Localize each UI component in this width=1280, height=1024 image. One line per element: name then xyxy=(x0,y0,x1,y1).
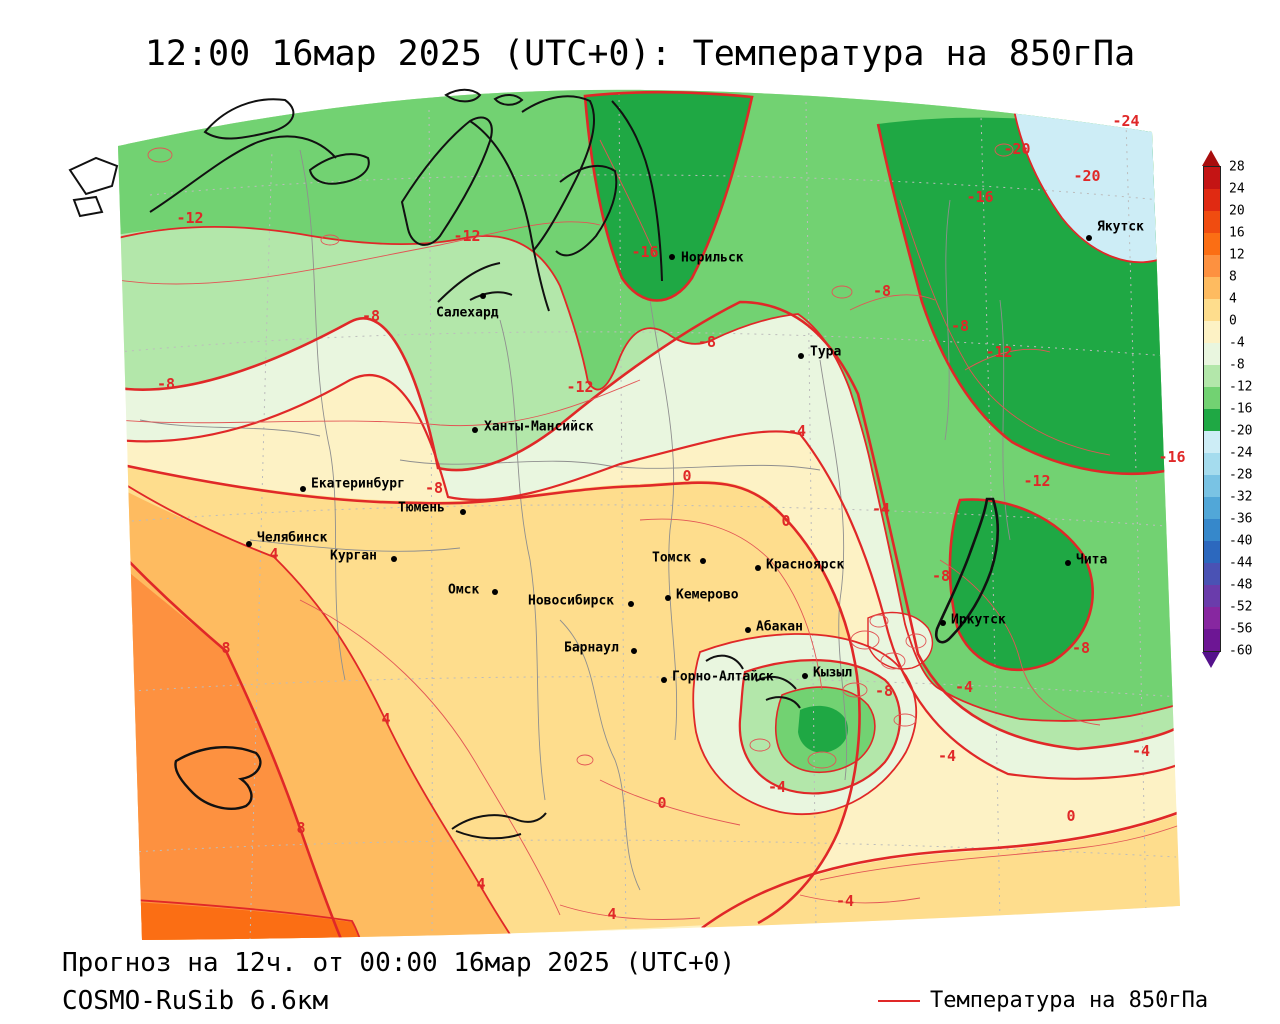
colorbar-tick-label: -12 xyxy=(1229,379,1253,395)
colorbar-segment xyxy=(1204,343,1220,365)
colorbar-tick-label: 20 xyxy=(1229,203,1245,219)
island-north-1 xyxy=(203,98,295,140)
colorbar-tick-label: -52 xyxy=(1229,599,1253,615)
forecast-caption: Прогноз на 12ч. от 00:00 16мар 2025 (UTC… xyxy=(62,948,736,978)
colorbar-tick-label: -20 xyxy=(1229,423,1253,439)
colorbar-segment xyxy=(1204,607,1220,629)
colorbar-tick-label: 28 xyxy=(1229,159,1245,175)
colorbar-segment xyxy=(1204,519,1220,541)
lake-zaysan-1 xyxy=(451,812,547,830)
ob-river-2 xyxy=(469,291,513,301)
colorbar-tick-label: -60 xyxy=(1229,643,1253,659)
island-north-2 xyxy=(308,153,370,185)
island-top-1 xyxy=(444,88,482,103)
colorbar-tick-label: -28 xyxy=(1229,467,1253,483)
colorbar-tick-label: -56 xyxy=(1229,621,1253,637)
colorbar-segment xyxy=(1204,299,1220,321)
border-wiggle-3 xyxy=(765,696,801,709)
colorbar-tick-label: -8 xyxy=(1229,357,1245,373)
colorbar-segment xyxy=(1204,453,1220,475)
graticule-layer xyxy=(118,91,1180,940)
band-12-16 xyxy=(118,900,360,940)
colorbar-tick-label: 16 xyxy=(1229,225,1245,241)
coastline-layer xyxy=(68,88,999,840)
band-8-12 xyxy=(118,548,341,940)
yenisei-gulf xyxy=(611,100,663,282)
colorbar-tick-label: -44 xyxy=(1229,555,1253,571)
colorbar-segment xyxy=(1204,167,1220,189)
colorbar-segment xyxy=(1204,255,1220,277)
taz-gulf xyxy=(555,164,618,257)
legend-label: Температура на 850гПа xyxy=(930,988,1209,1013)
border-wiggle-1 xyxy=(705,654,744,670)
colorbar-bar xyxy=(1203,166,1221,652)
ob-river-1 xyxy=(437,262,501,303)
colorbar-segment xyxy=(1204,387,1220,409)
lake-zaysan-2 xyxy=(455,830,522,840)
colorbar-tick-label: 4 xyxy=(1229,291,1237,307)
colorbar-segment xyxy=(1204,497,1220,519)
colorbar-tick-label: 8 xyxy=(1229,269,1237,285)
ob-gulf xyxy=(469,120,550,312)
lake-baikal xyxy=(935,497,999,644)
colorbar-tick-label: 12 xyxy=(1229,247,1245,263)
colorbar-segment xyxy=(1204,541,1220,563)
gydan-peninsula xyxy=(521,95,596,252)
baikal-cold-patch xyxy=(949,499,1093,670)
island-top-2 xyxy=(493,94,524,106)
altai-cold-spot xyxy=(798,705,848,753)
colorbar-tick-label: 24 xyxy=(1229,181,1245,197)
colorbar-segment xyxy=(1204,211,1220,233)
colorbar-tick-label: -24 xyxy=(1229,445,1253,461)
arctic-coast xyxy=(149,135,337,213)
colorbar-segment xyxy=(1204,585,1220,607)
colorbar-bottom-arrow xyxy=(1202,652,1220,668)
colorbar-tick-label: -4 xyxy=(1229,335,1245,351)
temperature-colorbar: 28 24 20 16 12 8 4 0 -4 -8 -12 -16 -20 -24 -28 -32 -36 -4… xyxy=(1202,150,1252,668)
colorbar-segment xyxy=(1204,431,1220,453)
island-west-1 xyxy=(68,156,119,196)
temperature-fill-layer xyxy=(118,89,1180,940)
colorbar-tick-label: 0 xyxy=(1229,313,1237,329)
colorbar-segment xyxy=(1204,365,1220,387)
colorbar-segment xyxy=(1204,475,1220,497)
colorbar-segment xyxy=(1204,277,1220,299)
colorbar-tick-label: -16 xyxy=(1229,401,1253,417)
map-title: 12:00 16мар 2025 (UTC+0): Температура на… xyxy=(144,34,1136,74)
colorbar-segment xyxy=(1204,233,1220,255)
colorbar-segment xyxy=(1204,563,1220,585)
colorbar-tick-label: -40 xyxy=(1229,533,1253,549)
colorbar-top-arrow xyxy=(1202,150,1220,166)
colorbar-segment xyxy=(1204,189,1220,211)
norilsk-cold-pocket xyxy=(585,92,752,301)
border-wiggle-2 xyxy=(755,675,797,690)
yakutsk-frost-region xyxy=(1012,97,1164,263)
colorbar-segment xyxy=(1204,409,1220,431)
colorbar-tick-label: -36 xyxy=(1229,511,1253,527)
admin-border-layer xyxy=(139,149,1011,891)
island-west-2 xyxy=(72,195,104,218)
colorbar-tick-label: -48 xyxy=(1229,577,1253,593)
colorbar-segment xyxy=(1204,321,1220,343)
colorbar-tick-label: -32 xyxy=(1229,489,1253,505)
lake-balkhash xyxy=(174,745,262,810)
model-caption: COSMO-RuSib 6.6км xyxy=(62,986,329,1016)
yamal-peninsula xyxy=(400,116,493,246)
map-legend: Температура на 850гПа xyxy=(878,988,1208,1013)
colorbar-segment xyxy=(1204,629,1220,651)
band-0-4-southeast xyxy=(702,814,1180,930)
temperature-line-icon xyxy=(878,999,920,1002)
contour-line-layer xyxy=(118,91,1180,940)
